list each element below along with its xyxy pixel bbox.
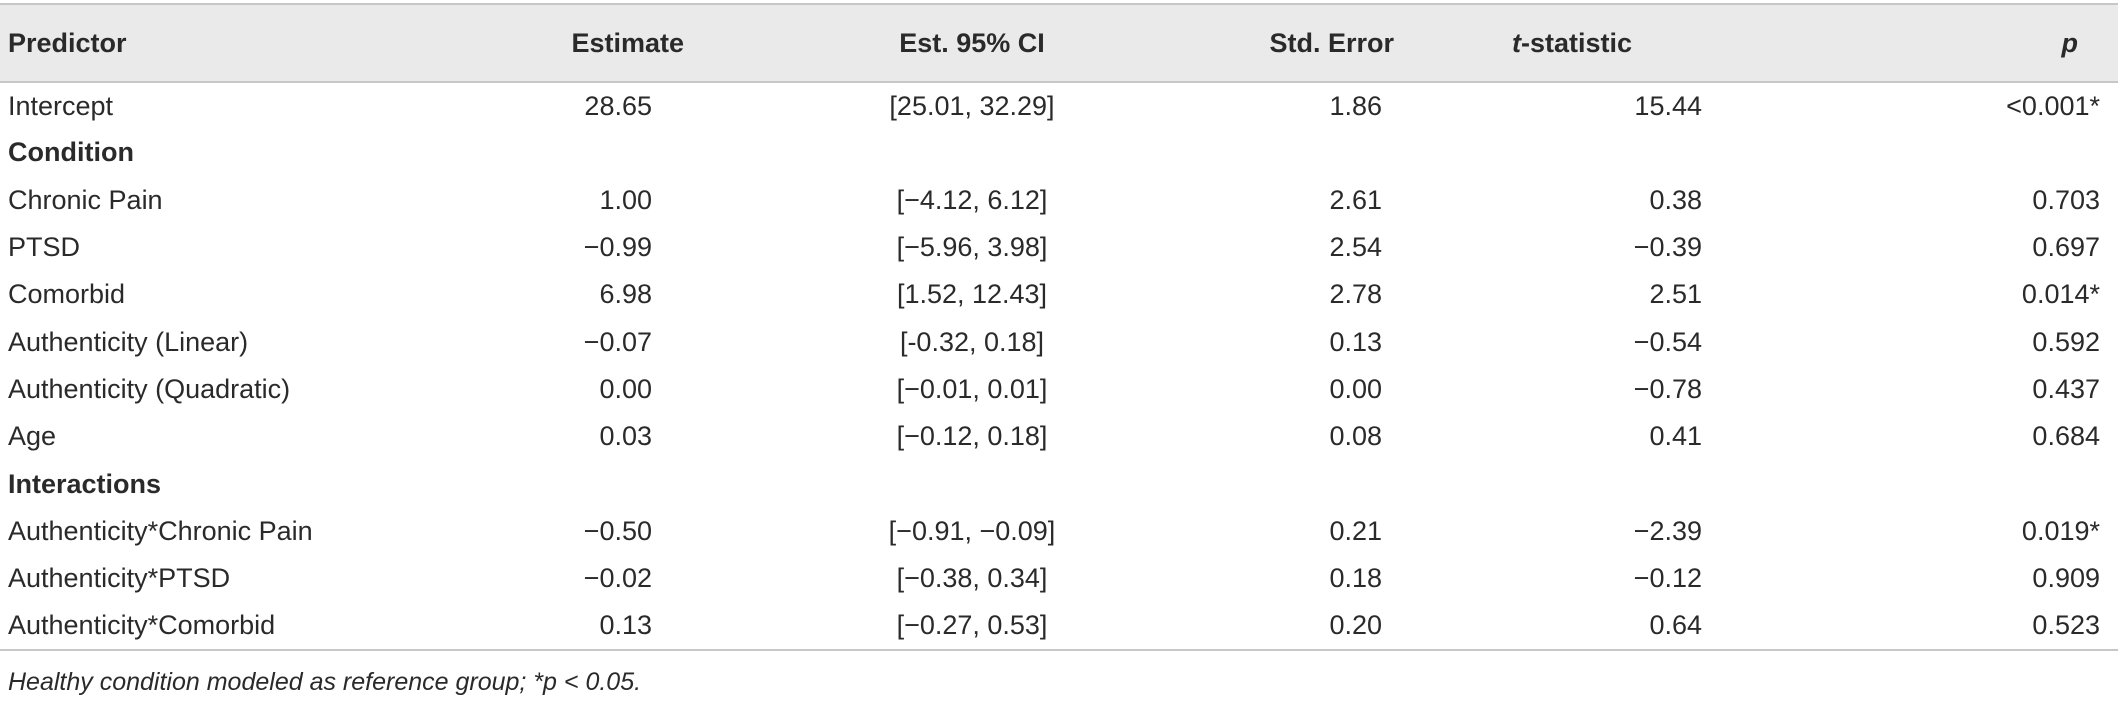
cell-std-error: 2.78 <box>1329 279 1382 310</box>
cell-t-statistic: −0.78 <box>1633 373 1702 404</box>
header-std-error: Std. Error <box>1269 27 1394 58</box>
cell-predictor: Comorbid <box>8 279 126 310</box>
cell-t-statistic: 15.44 <box>1634 90 1702 121</box>
cell-estimate: 0.00 <box>599 373 652 404</box>
table-row: Comorbid 6.98 [1.52, 12.43] 2.78 2.51 0.014* <box>0 271 2118 318</box>
cell-t-statistic: −2.39 <box>1633 515 1702 546</box>
cell-p-value: 0.909 <box>2032 563 2100 594</box>
section-label: Condition <box>8 137 134 168</box>
table-row: PTSD −0.99 [−5.96, 3.98] 2.54 −0.39 0.697 <box>0 224 2118 271</box>
header-t-suffix: -statistic <box>1520 27 1633 58</box>
cell-ci: [−0.27, 0.53] <box>896 609 1048 640</box>
cell-predictor: Authenticity*Comorbid <box>8 609 276 640</box>
cell-p-value: 0.684 <box>2032 421 2100 452</box>
header-row: Predictor Estimate Est. 95% CI Std. Erro… <box>0 4 2118 82</box>
cell-t-statistic: 0.64 <box>1649 609 1702 640</box>
table-row: Authenticity (Quadratic) 0.00 [−0.01, 0.01… <box>0 366 2118 413</box>
cell-estimate: 0.03 <box>599 421 652 452</box>
cell-t-statistic: −0.54 <box>1633 326 1702 357</box>
cell-p-value: 0.703 <box>2032 184 2100 215</box>
table-row: Authenticity*Chronic Pain −0.50 [−0.91, −0… <box>0 508 2118 555</box>
cell-std-error: 0.13 <box>1329 326 1382 357</box>
cell-predictor: Authenticity*Chronic Pain <box>8 515 313 546</box>
section-label: Interactions <box>8 468 162 499</box>
cell-predictor: Age <box>8 421 57 452</box>
cell-ci: [−0.38, 0.34] <box>896 563 1048 594</box>
cell-std-error: 0.20 <box>1329 609 1382 640</box>
table-row: Intercept 28.65 [25.01, 32.29] 1.86 15.44 <0.… <box>0 82 2118 129</box>
cell-estimate: 1.00 <box>599 184 652 215</box>
regression-table: Predictor Estimate Est. 95% CI Std. Erro… <box>0 3 2118 651</box>
cell-p-value: 0.437 <box>2032 373 2100 404</box>
header-ci: Est. 95% CI <box>899 27 1045 58</box>
cell-std-error: 2.54 <box>1329 232 1382 263</box>
cell-estimate: −0.07 <box>583 326 652 357</box>
cell-ci: [−4.12, 6.12] <box>896 184 1048 215</box>
cell-p-value: 0.014* <box>2021 279 2100 310</box>
cell-p-value: 0.523 <box>2032 609 2100 640</box>
cell-estimate: 0.13 <box>599 609 652 640</box>
cell-t-statistic: −0.12 <box>1633 563 1702 594</box>
cell-t-statistic: −0.39 <box>1633 232 1702 263</box>
cell-estimate: 28.65 <box>584 90 652 121</box>
cell-predictor: Authenticity (Linear) <box>8 326 249 357</box>
cell-predictor: Authenticity*PTSD <box>8 563 231 594</box>
cell-std-error: 0.18 <box>1329 563 1382 594</box>
header-t-prefix: t <box>1511 27 1521 58</box>
cell-estimate: −0.02 <box>583 563 652 594</box>
table-row: Authenticity (Linear) −0.07 [-0.32, 0.18] 0… <box>0 318 2118 365</box>
cell-t-statistic: 2.51 <box>1649 279 1702 310</box>
cell-ci: [−0.12, 0.18] <box>896 421 1048 452</box>
cell-p-value: 0.592 <box>2032 326 2100 357</box>
table-row: Age 0.03 [−0.12, 0.18] 0.08 0.41 0.684 <box>0 413 2118 460</box>
table-body: Intercept 28.65 [25.01, 32.29] 1.86 15.44 <0.… <box>0 82 2118 650</box>
cell-ci: [25.01, 32.29] <box>889 90 1055 121</box>
cell-predictor: Intercept <box>8 90 114 121</box>
cell-estimate: −0.99 <box>583 232 652 263</box>
cell-p-value: 0.697 <box>2032 232 2100 263</box>
header-t-statistic: t-statistic <box>1402 4 1760 82</box>
cell-ci: [−0.91, −0.09] <box>888 515 1056 546</box>
table-row: Chronic Pain 1.00 [−4.12, 6.12] 2.61 0.38 0.7… <box>0 177 2118 224</box>
cell-std-error: 0.00 <box>1329 373 1382 404</box>
cell-estimate: 6.98 <box>599 279 652 310</box>
table-header: Predictor Estimate Est. 95% CI Std. Erro… <box>0 4 2118 82</box>
cell-std-error: 0.08 <box>1329 421 1382 452</box>
header-estimate: Estimate <box>571 27 684 58</box>
section-row: Interactions <box>0 460 2118 507</box>
cell-p-value: <0.001* <box>2006 90 2100 121</box>
table-row: Authenticity*Comorbid 0.13 [−0.27, 0.53] 0.… <box>0 602 2118 649</box>
header-p: p <box>2061 27 2079 58</box>
cell-std-error: 0.21 <box>1329 515 1382 546</box>
header-predictor: Predictor <box>8 27 127 58</box>
section-row: Condition <box>0 129 2118 176</box>
cell-ci: [-0.32, 0.18] <box>899 326 1045 357</box>
cell-predictor: Chronic Pain <box>8 184 163 215</box>
cell-t-statistic: 0.38 <box>1649 184 1702 215</box>
table-row: Authenticity*PTSD −0.02 [−0.38, 0.34] 0.18 −… <box>0 555 2118 602</box>
cell-ci: [−0.01, 0.01] <box>896 373 1048 404</box>
cell-std-error: 2.61 <box>1329 184 1382 215</box>
cell-predictor: PTSD <box>8 232 81 263</box>
cell-estimate: −0.50 <box>583 515 652 546</box>
cell-std-error: 1.86 <box>1329 90 1382 121</box>
cell-p-value: 0.019* <box>2021 515 2100 546</box>
cell-predictor: Authenticity (Quadratic) <box>8 373 291 404</box>
cell-ci: [1.52, 12.43] <box>896 279 1048 310</box>
table-footnote: Healthy condition modeled as reference g… <box>8 668 642 696</box>
cell-ci: [−5.96, 3.98] <box>896 232 1048 263</box>
cell-t-statistic: 0.41 <box>1649 421 1702 452</box>
